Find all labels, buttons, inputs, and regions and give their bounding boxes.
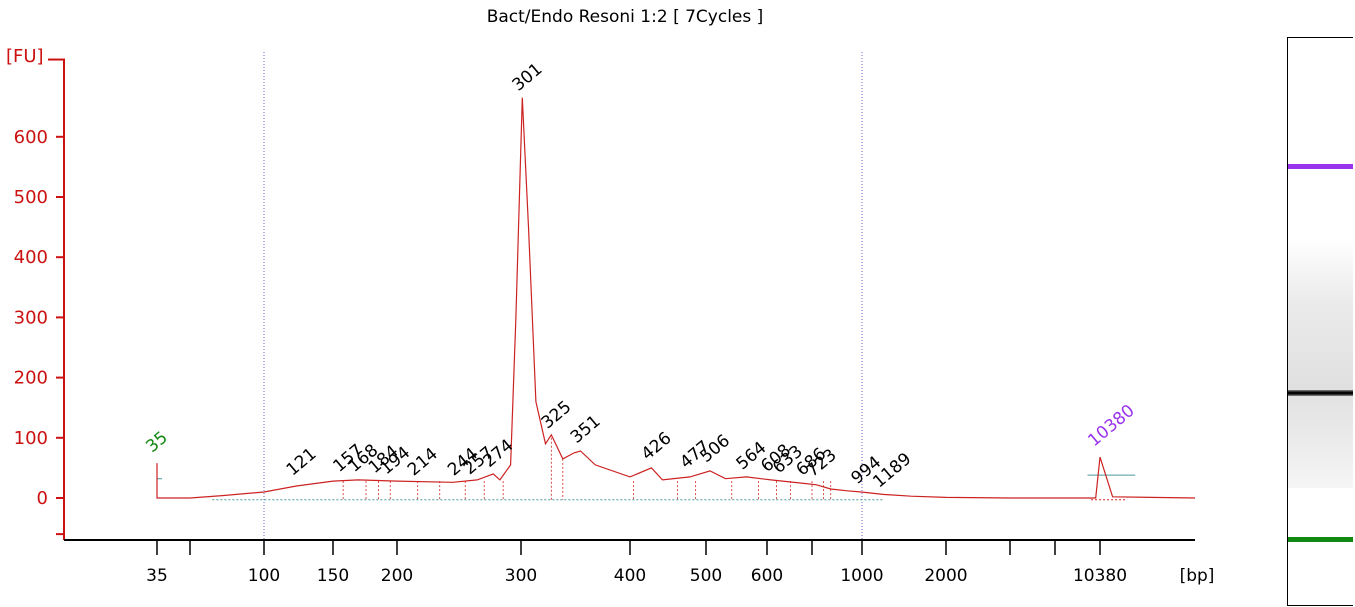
y-tick-label: 400 [14, 247, 48, 268]
gel-lane [1287, 37, 1353, 606]
y-tick-label: 200 [14, 368, 48, 389]
y-axis-label: [FU] [6, 46, 44, 67]
marker-label: 35 [142, 428, 171, 457]
y-tick-label: 600 [14, 127, 48, 148]
peak-label: 325 [538, 397, 576, 433]
x-tick-label: 400 [614, 566, 646, 586]
x-axis-label: [bp] [1180, 566, 1215, 586]
peak-label: 301 [509, 59, 547, 95]
x-tick-label: 300 [505, 566, 537, 586]
electropherogram-trace [156, 97, 1196, 499]
gel-smear [1288, 238, 1353, 488]
x-tick-label: 100 [248, 566, 280, 586]
x-tick-label: 500 [690, 566, 722, 586]
x-tick-label: 200 [381, 566, 413, 586]
gel-band [1288, 164, 1353, 169]
electropherogram-plot: [FU] 0 100 200 300 400 500 600 35 100 150 200 300 400… [6, 46, 1215, 586]
y-tick-label: 0 [37, 488, 48, 509]
x-tick-label: 2000 [924, 566, 967, 586]
peak-label: 426 [638, 428, 676, 464]
gel-band [1288, 390, 1353, 396]
peak-label: 1189 [869, 449, 915, 492]
x-tick-label: 10380 [1073, 566, 1127, 586]
y-tick-label: 100 [14, 428, 48, 449]
gel-band [1288, 537, 1353, 542]
x-tick-label: 35 [146, 566, 168, 586]
x-tick-label: 600 [751, 566, 783, 586]
peak-label: 351 [567, 411, 605, 447]
marker-label: 10380 [1084, 401, 1138, 451]
chart-title: Bact/Endo Resoni 1:2 [ 7Cycles ] [486, 7, 764, 27]
y-tick-label: 300 [14, 307, 48, 328]
peak-label: 121 [283, 444, 321, 480]
peak-label: 214 [404, 444, 442, 480]
y-tick-label: 500 [14, 187, 48, 208]
x-tick-label: 1000 [840, 566, 883, 586]
x-tick-label: 150 [317, 566, 349, 586]
